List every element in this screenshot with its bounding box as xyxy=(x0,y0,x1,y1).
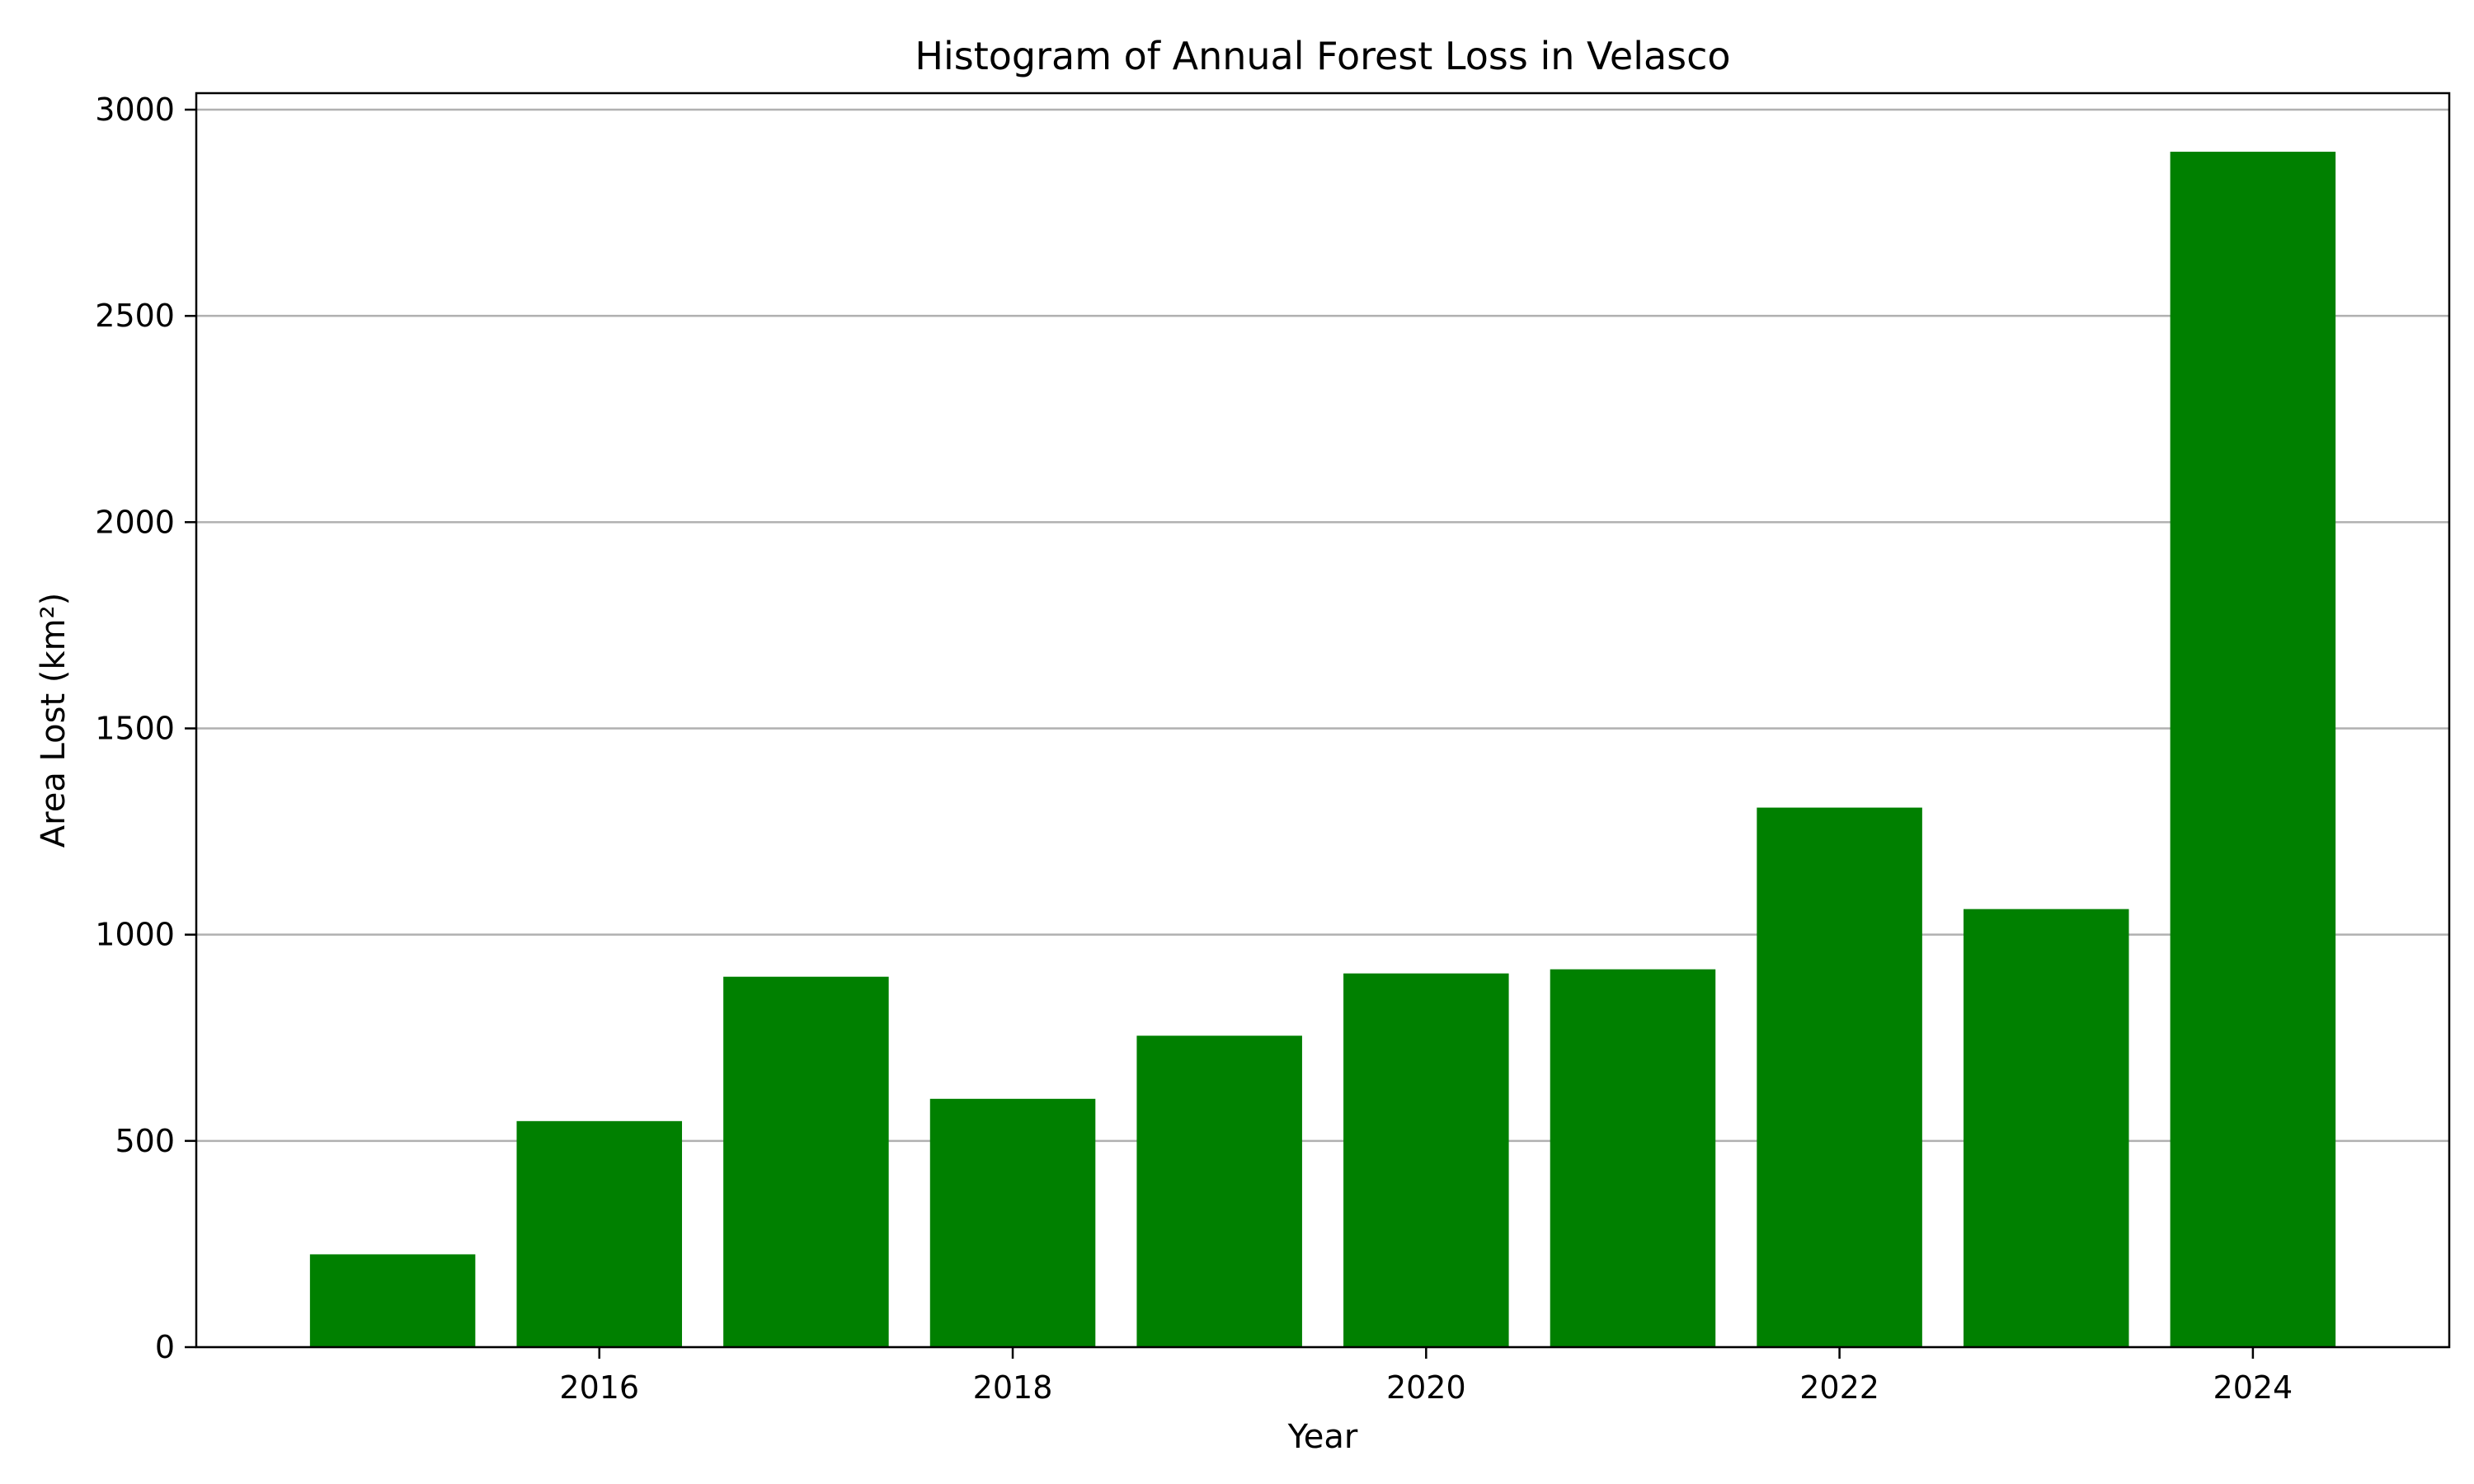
bar-2024 xyxy=(2170,152,2336,1347)
bars xyxy=(309,152,2336,1347)
bar-2019 xyxy=(1136,1036,1302,1347)
y-tick-label: 0 xyxy=(155,1329,175,1365)
plot-frame xyxy=(195,92,2451,1349)
bar-2021 xyxy=(1550,969,1716,1347)
x-tick-label: 2022 xyxy=(1799,1369,1879,1406)
x-tick-label: 2018 xyxy=(973,1369,1053,1406)
y-tick-label: 1000 xyxy=(95,917,175,953)
x-tick-label: 2016 xyxy=(559,1369,639,1406)
bar-2015 xyxy=(309,1254,476,1347)
bar-2020 xyxy=(1343,973,1509,1347)
bar-2017 xyxy=(723,976,889,1347)
x-tick-label: 2024 xyxy=(2213,1369,2293,1406)
bar-2023 xyxy=(1963,909,2129,1347)
bar-2016 xyxy=(516,1120,683,1347)
ticks: 0 500 1000 1500 2000 2500 3000 2016 2018 2020 2022… xyxy=(95,92,2293,1406)
y-tick-label: 3000 xyxy=(95,92,175,128)
bar-2018 xyxy=(929,1098,1096,1347)
y-tick-label: 1500 xyxy=(95,711,175,747)
chart-title: Histogram of Annual Forest Loss in Velas… xyxy=(915,34,1730,78)
x-axis-label: Year xyxy=(1287,1418,1358,1456)
y-axis-label: Area Lost (km²) xyxy=(35,593,73,848)
y-tick-label: 2500 xyxy=(95,298,175,334)
y-tick-label: 500 xyxy=(115,1123,175,1159)
bar-2022 xyxy=(1757,807,1922,1347)
x-tick-label: 2020 xyxy=(1386,1369,1466,1406)
y-tick-label: 2000 xyxy=(95,504,175,540)
